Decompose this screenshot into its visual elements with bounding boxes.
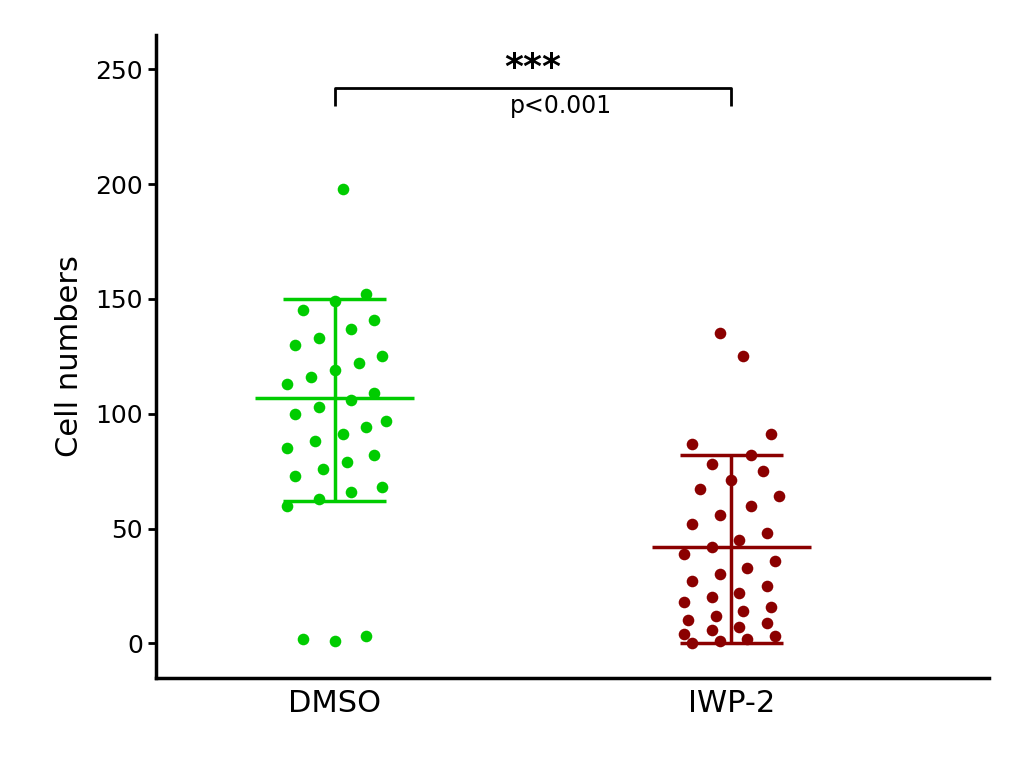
Point [358, 631, 375, 643]
Text: p<0.001: p<0.001 [510, 94, 612, 118]
Point [287, 469, 303, 482]
Point [374, 350, 390, 362]
Point [339, 455, 355, 468]
Point [755, 465, 771, 477]
Point [763, 429, 779, 441]
Point [759, 527, 775, 539]
Point [712, 508, 728, 521]
Point [739, 633, 756, 645]
Point [743, 499, 760, 511]
Point [279, 378, 295, 390]
Point [367, 387, 383, 399]
Point [279, 499, 295, 511]
Point [759, 617, 775, 629]
Point [684, 575, 700, 588]
Point [287, 339, 303, 351]
Point [327, 295, 343, 307]
Point [767, 554, 783, 567]
Point [771, 490, 787, 502]
Point [335, 183, 351, 195]
Point [731, 534, 748, 546]
Point [735, 350, 752, 362]
Point [342, 485, 358, 498]
Point [303, 371, 319, 383]
Point [358, 288, 375, 300]
Text: ***: *** [505, 51, 561, 85]
Point [684, 438, 700, 450]
Point [684, 518, 700, 530]
Point [350, 357, 367, 369]
Point [327, 635, 343, 647]
Point [676, 596, 692, 608]
Point [712, 327, 728, 339]
Point [767, 631, 783, 643]
Point [279, 442, 295, 455]
Point [735, 605, 752, 617]
Point [676, 628, 692, 641]
Point [676, 548, 692, 560]
Point [712, 635, 728, 647]
Point [703, 591, 720, 604]
Point [310, 401, 327, 413]
Point [327, 364, 343, 376]
Point [731, 587, 748, 599]
Point [342, 323, 358, 335]
Point [314, 462, 331, 475]
Point [295, 633, 311, 645]
Point [367, 449, 383, 461]
Point [703, 624, 720, 636]
Point [712, 568, 728, 581]
Point [691, 483, 708, 495]
Y-axis label: Cell numbers: Cell numbers [55, 255, 84, 457]
Point [684, 637, 700, 650]
Point [287, 408, 303, 420]
Point [367, 313, 383, 326]
Point [358, 422, 375, 434]
Point [374, 481, 390, 493]
Point [335, 429, 351, 441]
Point [759, 580, 775, 592]
Point [680, 614, 696, 627]
Point [703, 458, 720, 470]
Point [743, 449, 760, 461]
Point [378, 415, 394, 427]
Point [739, 561, 756, 574]
Point [708, 610, 724, 622]
Point [342, 394, 358, 406]
Point [731, 621, 748, 634]
Point [703, 541, 720, 553]
Point [307, 435, 324, 448]
Point [310, 492, 327, 505]
Point [723, 474, 739, 486]
Point [295, 304, 311, 316]
Point [763, 601, 779, 613]
Point [310, 332, 327, 344]
